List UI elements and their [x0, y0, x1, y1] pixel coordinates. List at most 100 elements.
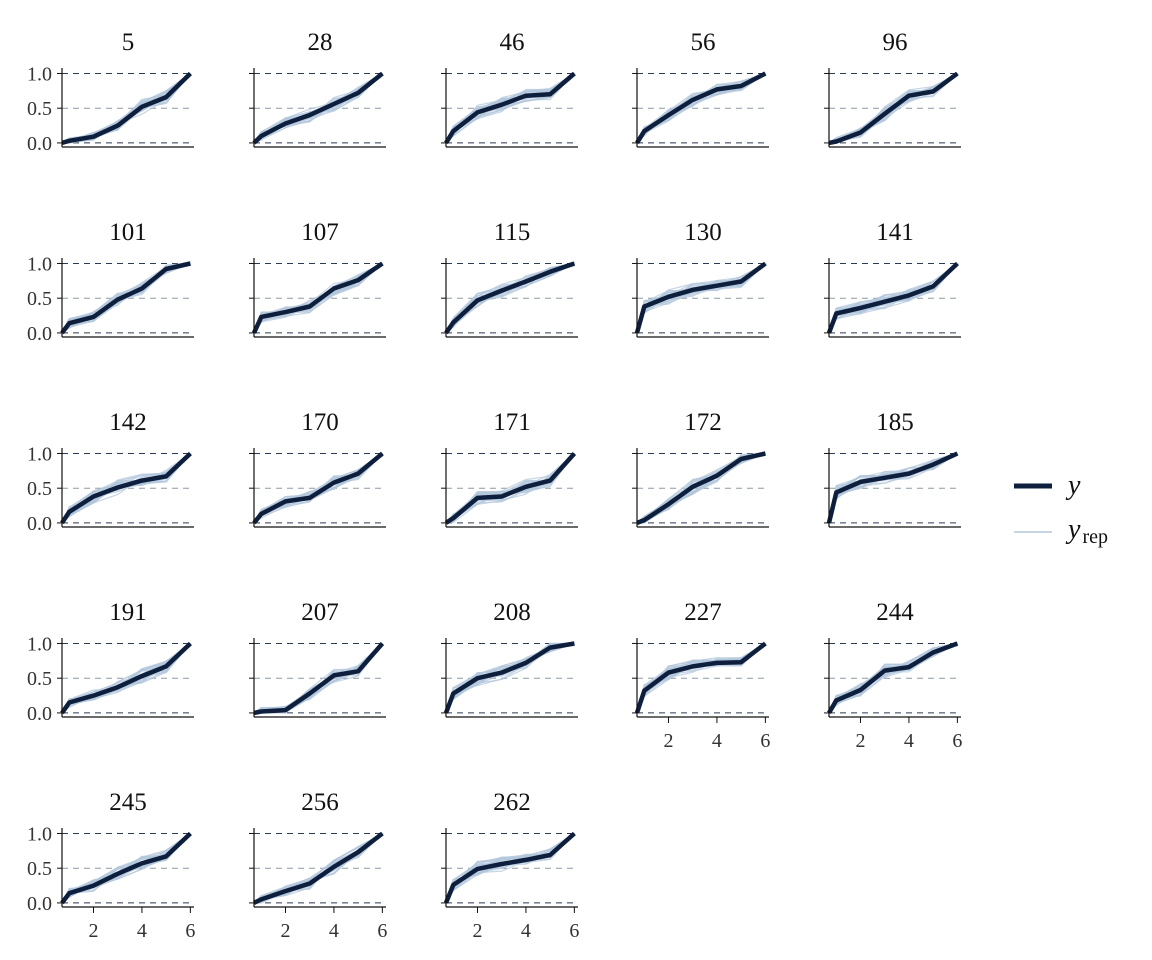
yrep-line	[445, 832, 575, 904]
yrep-line	[445, 833, 575, 904]
yrep-line	[253, 643, 383, 714]
yrep-line	[445, 453, 575, 524]
panel-title: 244	[876, 599, 914, 626]
x-tick-label: 6	[377, 920, 387, 942]
y-tick-label: 1.0	[27, 823, 52, 845]
panel-title: 115	[494, 219, 531, 246]
yrep-line	[254, 643, 383, 714]
yrep-lines	[61, 262, 191, 334]
y-line	[635, 71, 767, 145]
yrep-line	[445, 833, 575, 904]
x-tick-label: 2	[472, 920, 482, 942]
yrep-line	[445, 453, 575, 524]
yrep-line	[254, 643, 383, 714]
facet-panel-130: 130	[632, 219, 769, 338]
y-line	[826, 261, 959, 334]
yrep-line	[61, 73, 191, 144]
panel-title: 56	[691, 29, 716, 56]
yrep-line	[445, 73, 575, 144]
yrep-line	[253, 643, 383, 714]
yrep-line	[445, 833, 575, 904]
x-tick-label: 6	[185, 920, 195, 942]
yrep-line	[61, 73, 191, 144]
yrep-lines	[636, 262, 766, 334]
y-line	[253, 831, 384, 905]
yrep-line	[445, 642, 575, 714]
yrep-line	[445, 73, 575, 144]
panel-title: 170	[301, 409, 339, 436]
y-line	[827, 641, 959, 715]
yrep-line	[253, 643, 383, 714]
y-tick-label: 0.0	[27, 133, 52, 155]
yrep-line	[445, 73, 575, 144]
yrep-line	[445, 453, 575, 524]
yrep-line	[445, 73, 575, 144]
panel-title: 256	[301, 789, 339, 816]
yrep-line	[445, 642, 575, 714]
yrep-lines	[445, 642, 575, 714]
yrep-line	[445, 642, 575, 714]
x-tick-label: 4	[712, 730, 722, 752]
yrep-line	[828, 642, 958, 714]
y-line	[443, 831, 576, 904]
yrep-line	[445, 73, 575, 144]
yrep-line	[61, 73, 191, 144]
yrep-line	[445, 73, 575, 144]
y-line	[60, 831, 192, 905]
facet-panel-207: 207	[249, 599, 386, 718]
yrep-line	[445, 833, 575, 904]
yrep-line	[61, 73, 191, 144]
yrep-line	[445, 73, 575, 144]
yrep-line	[253, 643, 383, 714]
yrep-line	[445, 833, 575, 904]
legend-yrep-base: y	[1065, 514, 1081, 545]
yrep-line	[254, 643, 383, 714]
yrep-line	[61, 73, 191, 144]
y-tick-label: 1.0	[27, 253, 52, 275]
yrep-line	[445, 832, 575, 904]
yrep-lines	[61, 453, 191, 524]
yrep-line	[62, 73, 191, 144]
legend-yrep-label: y rep	[1065, 514, 1108, 548]
panel-title: 262	[493, 789, 531, 816]
yrep-line	[445, 642, 575, 714]
yrep-lines	[828, 642, 958, 714]
y-line	[826, 451, 959, 524]
yrep-line	[445, 642, 575, 714]
yrep-line	[61, 73, 191, 144]
yrep-line	[254, 643, 383, 714]
panel-title: 101	[109, 219, 147, 246]
y-line	[444, 71, 576, 145]
y-line	[634, 641, 767, 714]
yrep-line	[445, 642, 575, 714]
yrep-line	[254, 643, 383, 714]
yrep-line	[445, 73, 575, 144]
yrep-line	[445, 453, 575, 524]
yrep-line	[253, 643, 383, 714]
panel-title: 28	[308, 29, 333, 56]
facet-panel-115: 115	[441, 219, 578, 338]
facet-panel-208: 208	[441, 599, 578, 718]
x-tick-label: 6	[760, 730, 770, 752]
yrep-line	[445, 453, 575, 524]
y-line	[634, 261, 767, 334]
facet-panel-56: 56	[632, 29, 769, 148]
yrep-lines	[636, 642, 766, 714]
facet-panel-262: 262 2 4 6	[441, 789, 579, 942]
yrep-line	[445, 73, 575, 144]
y-tick-label: 1.0	[27, 443, 52, 465]
yrep-line	[445, 833, 575, 904]
yrep-line	[445, 642, 575, 714]
yrep-line	[445, 453, 575, 524]
yrep-line	[445, 453, 575, 524]
x-tick-label: 4	[904, 730, 914, 752]
yrep-line	[445, 453, 575, 524]
yrep-line	[445, 73, 575, 144]
yrep-line	[445, 832, 575, 904]
facet-panel-245: 245 0.0 0.5 1.0 2 4 6	[27, 789, 195, 942]
y-line	[443, 641, 575, 714]
yrep-line	[636, 642, 766, 714]
yrep-line	[445, 642, 575, 714]
yrep-line	[445, 833, 575, 904]
